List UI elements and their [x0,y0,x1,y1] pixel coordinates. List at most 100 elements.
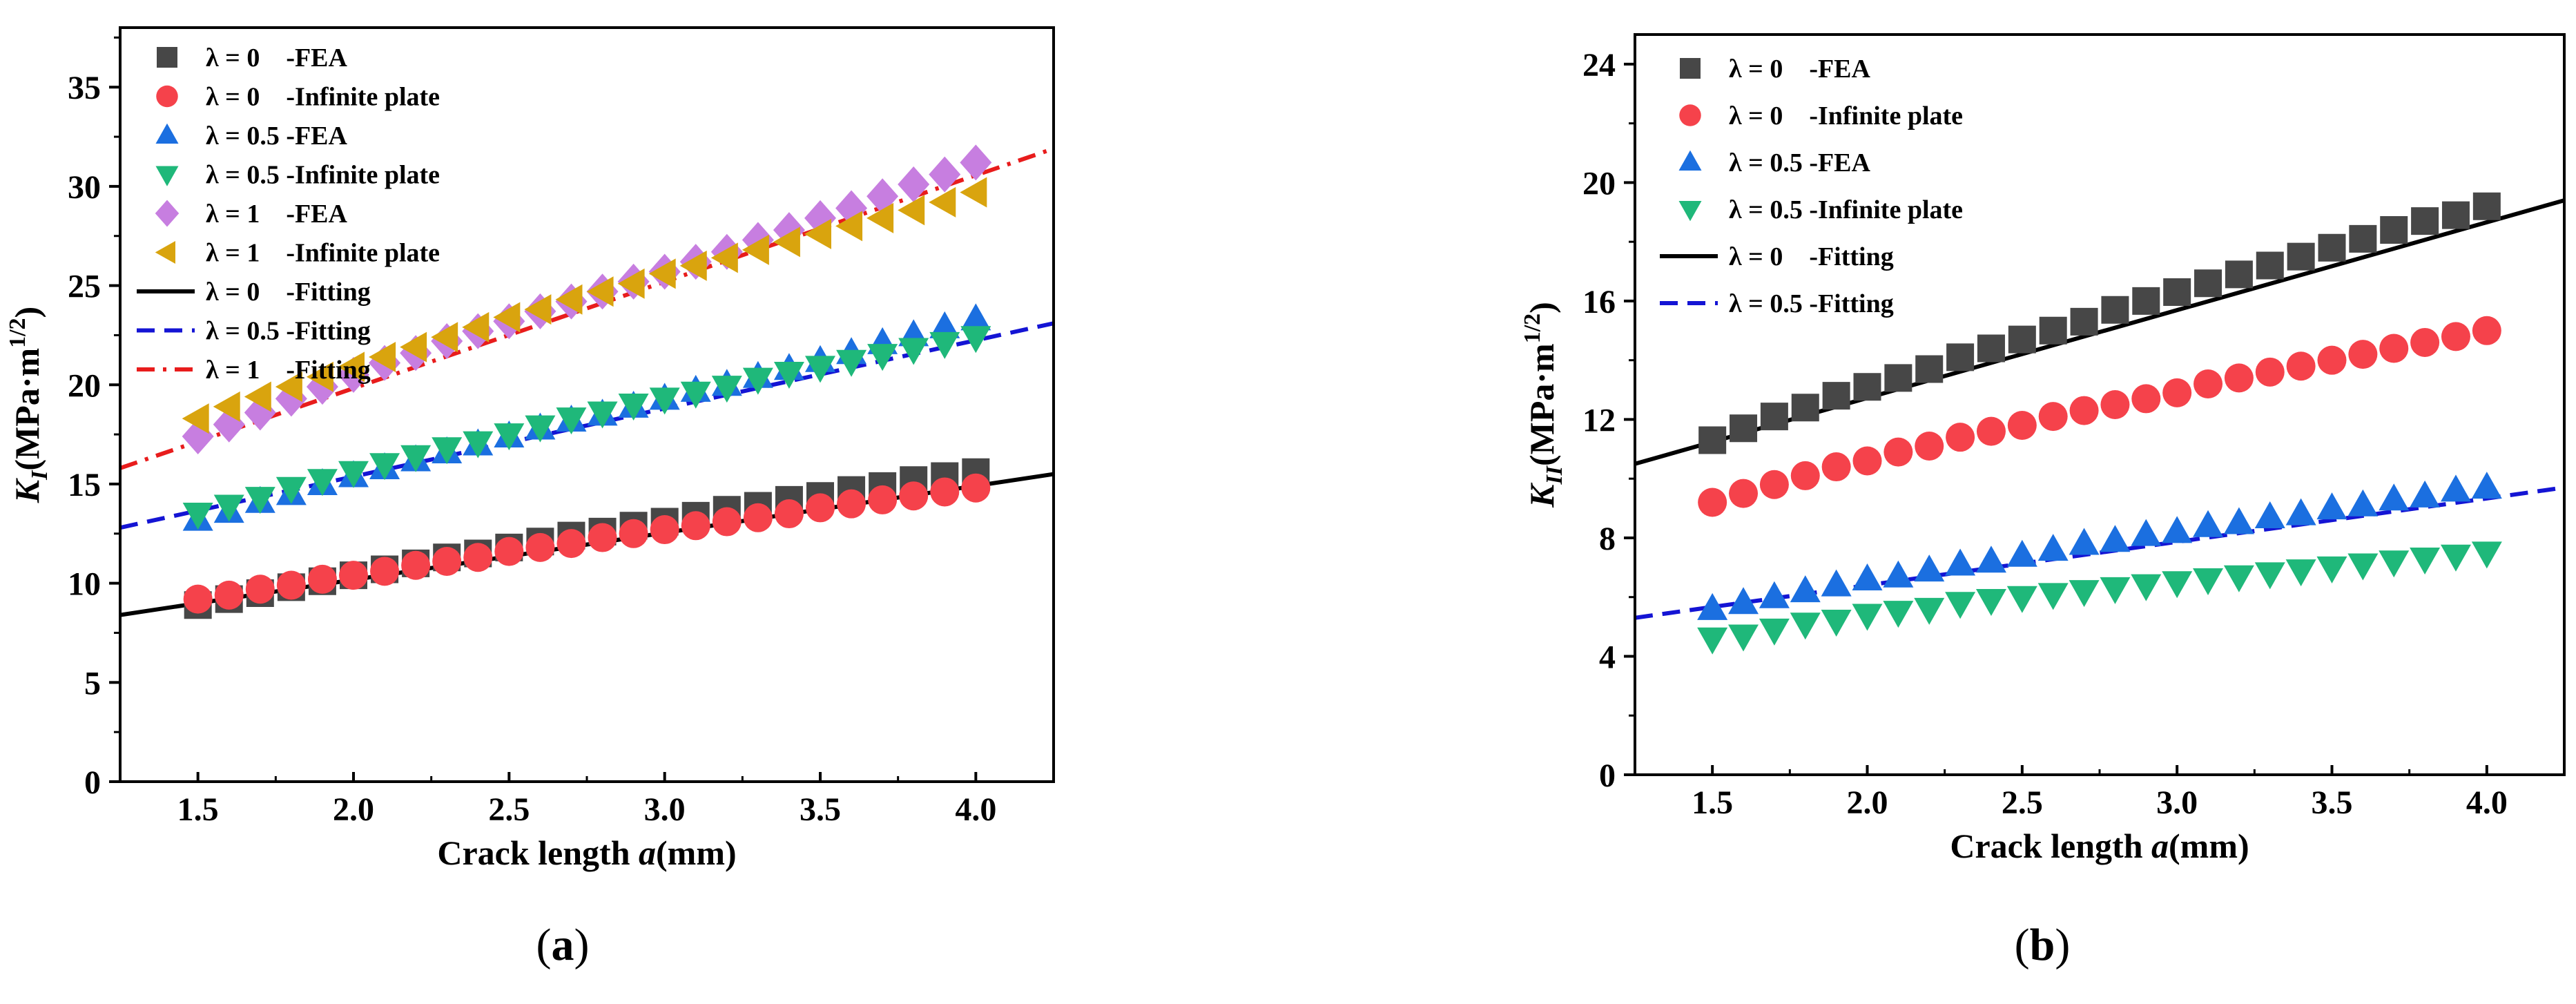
data-point [2101,296,2129,324]
y-tick-label: 8 [1599,521,1616,557]
data-point [930,477,960,507]
x-tick-label: 1.5 [1692,784,1733,821]
legend-label: λ = 0 -Fitting [1729,242,1894,271]
x-tick-label: 3.5 [800,791,841,828]
fit-line-0 [1635,198,2564,466]
data-point [712,507,742,537]
series-1 [183,473,991,614]
data-point [961,473,991,503]
y-tick-label: 20 [68,367,101,404]
data-point [710,242,738,273]
fit-line-1 [1635,485,2564,620]
data-point [1883,601,1914,628]
data-point [650,515,679,545]
data-point [2472,316,2501,345]
legend: λ = 0 -FEA λ = 0 -Infinite plate λ = 0.5 -… [1660,55,1963,318]
data-point [2471,541,2502,569]
data-point [244,381,271,412]
data-point [806,493,835,523]
data-point [742,234,769,265]
data-point [276,570,306,600]
data-point [1729,479,1759,508]
data-point [2380,216,2408,244]
y-tick-label: 10 [68,566,101,603]
data-point [1697,627,1728,655]
data-point [1883,437,1913,467]
data-point [867,344,898,371]
data-point [494,537,524,566]
legend-label: λ = 0.5 -FEA [206,122,348,151]
legend-label: λ = 0.5 -Fitting [1729,289,1894,318]
data-point [1791,394,1819,422]
y-tick-label: 12 [1582,402,1616,438]
data-point [2038,402,2068,432]
data-point [773,362,804,389]
data-point [1915,432,1944,461]
data-point [866,202,894,233]
data-point [680,381,711,409]
data-point [2318,233,2346,262]
data-point [338,461,369,488]
data-point [2193,510,2224,537]
data-point [182,503,213,530]
data-point [1759,470,1789,499]
data-point [2006,539,2037,567]
data-point [2008,325,2036,354]
data-point [1915,355,1944,383]
data-point [556,529,586,559]
data-point [2069,396,2099,425]
data-point [525,415,556,443]
chart-a: 1.5 2.0 2.5 3.0 3.5 4.0 0 5 10 15 20 25 30 35 Crack le… [5,26,1055,872]
data-point [960,177,987,208]
data-point [432,547,462,577]
data-point [245,575,275,604]
data-point [2255,357,2285,387]
data-point [2316,556,2347,583]
data-point [899,481,929,511]
data-point [1946,343,1975,371]
y-label-close: ) [8,307,46,318]
x-tick-label: 2.0 [1847,784,1888,821]
x-axis-label: Crack length a(mm) [437,833,736,872]
data-point [213,494,244,522]
data-point [2162,516,2193,543]
data-point [2287,242,2315,271]
data-point [960,144,992,181]
fit-line-1 [120,321,1054,530]
data-point [836,349,867,377]
data-point [774,499,804,529]
data-point [1884,364,1912,392]
data-point [182,403,209,434]
data-point [1975,589,2006,617]
data-point [617,268,645,299]
y-label-var: K [8,477,46,503]
legend-marker [155,241,175,264]
data-point [681,511,710,541]
data-point [339,561,368,590]
data-point [804,218,831,249]
panel-a-label: (a) [536,920,590,970]
data-point [1822,382,1850,410]
y-tick-label: 5 [84,665,101,702]
x-label-part: Crack length [437,833,639,872]
data-point [494,423,525,451]
data-point [1759,618,1790,646]
data-point [805,356,835,383]
data-point [1945,548,1976,576]
x-axis-label: Crack length a(mm) [1950,827,2249,865]
data-point [2100,577,2131,604]
data-point [587,401,618,429]
data-point [1821,610,1852,637]
data-point [2131,384,2161,414]
legend-marker [155,200,180,227]
y-tick-label: 0 [84,764,101,801]
legend-marker [1678,201,1702,222]
data-point [213,391,240,422]
data-point [743,503,773,532]
data-point [1946,423,1975,452]
data-point [1914,554,1945,582]
legend-label: λ = 0 -FEA [1729,55,1871,84]
data-point [2225,260,2253,289]
data-point [929,186,956,218]
legend-marker [157,47,177,68]
